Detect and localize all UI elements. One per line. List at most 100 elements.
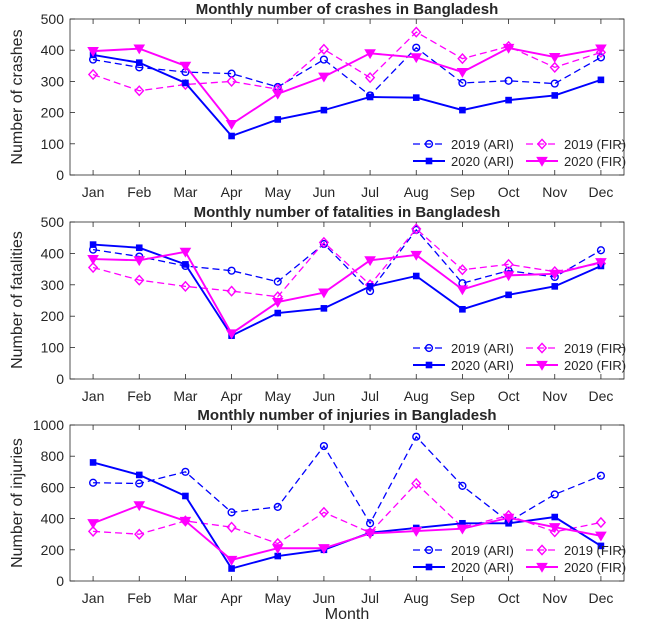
y-tick-label: 300 [41,277,65,293]
x-tick-label: Mar [173,388,197,404]
legend-label: 2020 (ARI) [451,560,514,575]
data-point [596,246,606,255]
data-point [271,89,284,100]
y-tick-label: 200 [41,542,65,558]
series-line [93,243,602,337]
legend-label: 2019 (FIR) [564,543,626,558]
x-tick-label: Dec [588,388,613,404]
x-tick-label: Jul [361,184,379,200]
y-axis-label: Number of crashes [9,29,26,164]
data-point [503,258,514,271]
x-tick-label: Dec [588,590,613,606]
series-line [92,46,602,97]
x-tick-label: Oct [498,388,520,404]
x-tick-label: Aug [404,388,429,404]
data-point [597,542,605,550]
x-tick-label: Jul [361,388,379,404]
data-point [595,516,607,529]
legend-label: 2020 (FIR) [564,358,626,373]
legend-label: 2020 (ARI) [451,358,514,373]
data-point [182,79,189,87]
data-point [89,241,97,248]
data-point [89,459,97,466]
x-axis-label: Month [325,606,369,623]
data-point [227,266,236,275]
x-tick-label: Mar [173,590,197,606]
data-point [87,47,99,57]
x-tick-label: Mar [173,184,197,200]
series-line [92,227,602,298]
series-line [93,47,602,126]
y-tick-label: 0 [56,573,64,589]
data-point [411,223,422,235]
y-tick-label: 1000 [33,417,64,433]
x-tick-label: Nov [542,184,567,200]
data-point [179,61,192,72]
data-point [595,46,607,59]
legend-marker [536,138,548,150]
data-point [412,94,420,101]
legend-marker [536,342,548,354]
x-tick-label: Jan [82,388,105,404]
y-tick-label: 100 [41,340,65,356]
legend-label: 2020 (ARI) [451,154,514,169]
legend-marker [536,562,548,573]
y-tick-label: 500 [41,214,65,230]
y-tick-label: 400 [41,511,65,527]
legend: 2019 (ARI) 2019 (FIR) 2020 (ARI) 2020 (FIR) [413,341,626,373]
data-point [595,258,607,268]
legend-label: 2019 (ARI) [451,341,514,356]
data-point [458,481,467,490]
data-point [551,513,559,521]
data-point [87,525,99,538]
data-point [318,506,330,518]
data-point [502,513,515,524]
legend-marker [425,157,433,165]
data-point [226,75,237,88]
x-tick-label: Feb [127,590,151,606]
legend-label: 2020 (FIR) [564,154,626,169]
legend-marker [536,156,548,167]
data-point [364,529,376,540]
data-point [134,274,145,286]
data-point [87,261,99,274]
series-2020-ari [89,51,605,140]
legend-label: 2019 (FIR) [564,137,626,152]
x-tick-label: Apr [221,184,243,200]
data-point [596,471,606,480]
chart-title: Monthly number of injuries in Bangladesh [197,407,496,424]
legend-label: 2019 (ARI) [451,543,514,558]
data-point [412,272,420,280]
data-point [549,61,560,73]
y-axis-label: Number of fatalities [9,231,26,369]
x-tick-label: May [265,590,291,606]
x-tick-label: Apr [221,388,243,404]
data-point [595,531,607,542]
x-tick-label: Sep [450,184,475,200]
y-tick-label: 100 [41,136,65,152]
x-tick-label: Jun [313,590,336,606]
y-tick-label: 0 [56,167,64,183]
data-point [273,277,282,286]
x-tick-label: Nov [542,388,567,404]
data-point [274,116,282,123]
data-point [411,477,422,490]
y-tick-label: 800 [41,448,65,464]
data-point [548,52,561,63]
x-tick-label: Feb [127,388,151,404]
data-point [412,432,421,441]
y-axis-label: Number of injuries [9,438,26,568]
data-point [457,52,468,65]
data-point [87,68,99,81]
y-tick-label: 200 [41,308,65,324]
series-line [93,435,602,525]
data-point [87,519,99,530]
data-point [548,269,561,280]
data-point [410,53,423,64]
y-tick-label: 400 [41,42,65,58]
data-point [456,285,469,296]
legend-marker [536,360,548,371]
data-point [319,55,329,64]
data-point [597,76,605,84]
